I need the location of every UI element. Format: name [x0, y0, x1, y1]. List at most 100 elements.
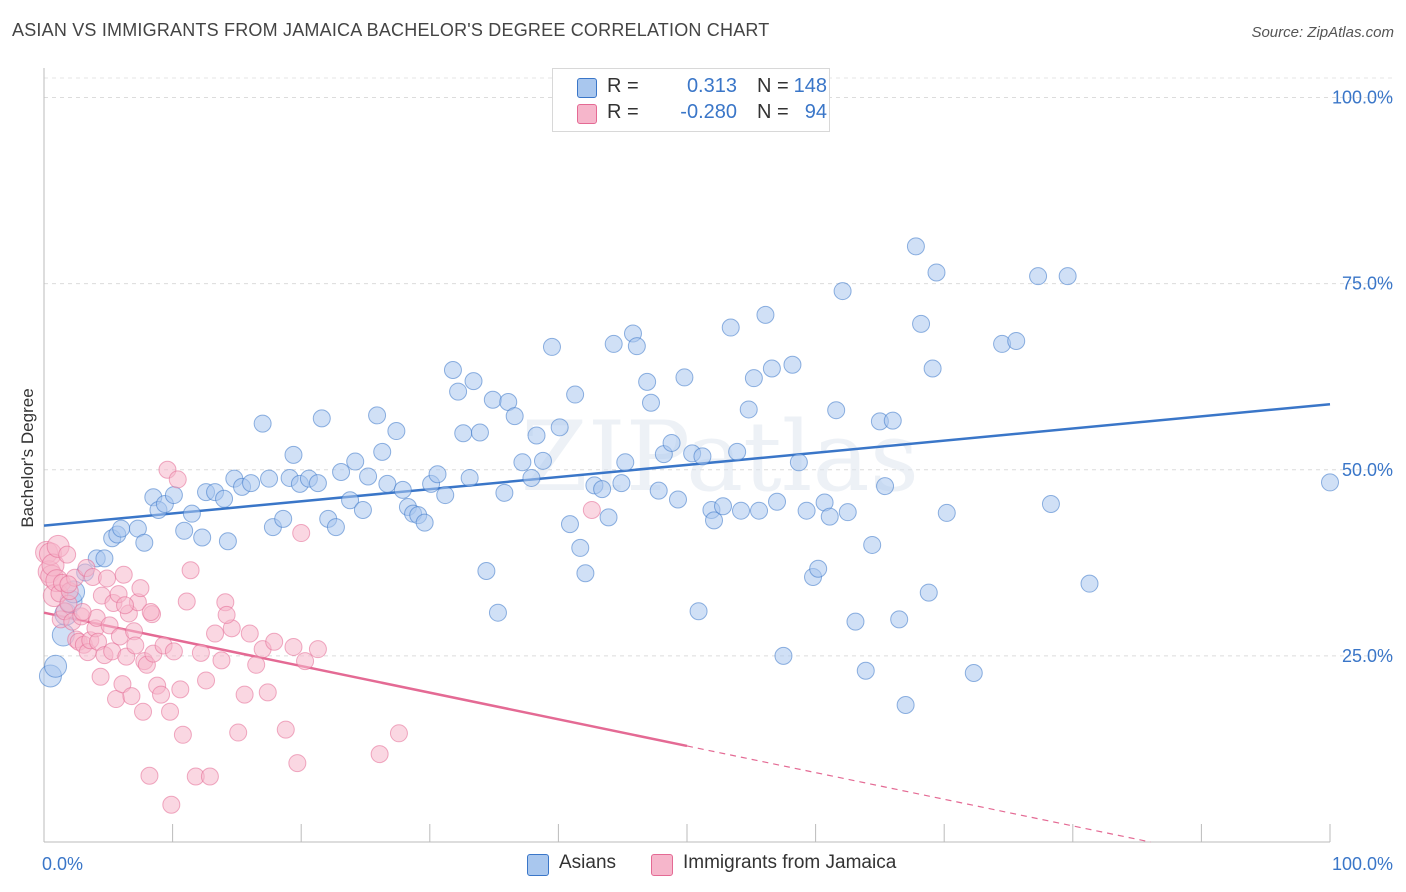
data-point	[809, 559, 828, 578]
data-point	[206, 624, 225, 643]
data-point	[44, 654, 68, 678]
data-point	[566, 385, 585, 404]
data-point	[449, 382, 468, 401]
data-point	[641, 393, 660, 412]
data-point	[616, 453, 635, 472]
data-point	[332, 462, 351, 481]
data-point	[91, 667, 110, 686]
data-point	[1058, 267, 1077, 286]
data-point	[218, 532, 237, 551]
legend-r-value: -0.280	[680, 101, 737, 123]
data-point	[582, 500, 601, 519]
trend-lines	[43, 402, 1331, 843]
legend-swatch-asians	[527, 854, 549, 876]
data-point	[838, 503, 857, 522]
legend-swatch-jamaica	[577, 104, 597, 124]
data-point	[1321, 473, 1339, 492]
tick-labels: 100.0% 75.0% 50.0% 25.0% 0.0% 100.0%	[42, 88, 1393, 875]
data-point	[308, 474, 327, 493]
data-point	[171, 680, 190, 699]
data-point	[175, 521, 194, 540]
data-point	[95, 549, 114, 568]
data-point	[750, 501, 769, 520]
y-tick-label: 50.0%	[1342, 460, 1393, 480]
data-point	[59, 575, 78, 594]
data-point	[164, 486, 183, 505]
y-tick-label: 25.0%	[1342, 646, 1393, 666]
data-point	[522, 468, 541, 487]
data-point	[193, 528, 212, 547]
data-point	[638, 372, 657, 391]
data-point	[242, 474, 261, 493]
data-point	[612, 474, 631, 493]
data-point	[454, 424, 473, 443]
data-point	[599, 508, 618, 527]
legend-label-jamaica: Immigrants from Jamaica	[683, 852, 897, 873]
data-point	[919, 583, 938, 602]
data-point	[212, 651, 231, 670]
data-point	[288, 754, 307, 773]
data-point	[100, 616, 119, 635]
data-point	[346, 452, 365, 471]
data-point	[964, 663, 983, 682]
data-point	[527, 426, 546, 445]
data-point	[896, 696, 915, 715]
data-point	[368, 406, 387, 425]
data-points	[35, 237, 1339, 814]
y-tick-label: 75.0%	[1342, 274, 1393, 294]
legend-r-label: R =	[607, 101, 639, 123]
data-point	[247, 655, 266, 674]
data-point	[488, 603, 507, 622]
data-point	[116, 596, 135, 615]
data-point	[58, 545, 77, 564]
data-point	[513, 453, 532, 472]
data-point	[689, 602, 708, 621]
data-point	[505, 407, 524, 426]
data-point	[593, 480, 612, 499]
data-point	[783, 355, 802, 374]
data-point	[276, 720, 295, 739]
data-point	[168, 470, 187, 489]
data-point	[141, 602, 160, 621]
data-point	[373, 442, 392, 461]
data-point	[927, 263, 946, 282]
data-point	[265, 632, 284, 651]
data-point	[126, 636, 145, 655]
y-axis-label: Bachelor's Degree	[18, 388, 37, 527]
data-point	[705, 511, 724, 530]
correlation-legend: R = 0.313 N = 148 R = -0.280 N = 94	[552, 68, 830, 132]
data-point	[876, 477, 895, 496]
data-point	[906, 237, 925, 256]
data-point	[460, 468, 479, 487]
series-asians	[38, 237, 1339, 715]
data-point	[627, 337, 646, 356]
legend-label-asians: Asians	[559, 852, 617, 873]
data-point	[693, 447, 712, 466]
data-point	[436, 486, 455, 505]
data-point	[162, 795, 181, 814]
data-point	[135, 533, 154, 552]
data-point	[200, 767, 219, 786]
data-point	[98, 569, 117, 588]
data-point	[284, 445, 303, 464]
data-point	[443, 360, 462, 379]
data-point	[739, 400, 758, 419]
data-point	[863, 535, 882, 554]
data-point	[387, 422, 406, 441]
data-point	[353, 500, 372, 519]
data-point	[797, 501, 816, 520]
data-point	[846, 612, 865, 631]
data-point	[890, 610, 909, 629]
data-point	[415, 513, 434, 532]
data-point	[744, 369, 763, 388]
data-point	[464, 372, 483, 391]
legend-swatch-asians	[577, 78, 597, 98]
y-tick-label: 100.0%	[1332, 88, 1393, 108]
data-point	[134, 702, 153, 721]
data-point	[191, 643, 210, 662]
data-point	[923, 359, 942, 378]
data-point	[161, 702, 180, 721]
data-point	[341, 491, 360, 510]
data-point	[140, 766, 159, 785]
data-point	[550, 418, 569, 437]
